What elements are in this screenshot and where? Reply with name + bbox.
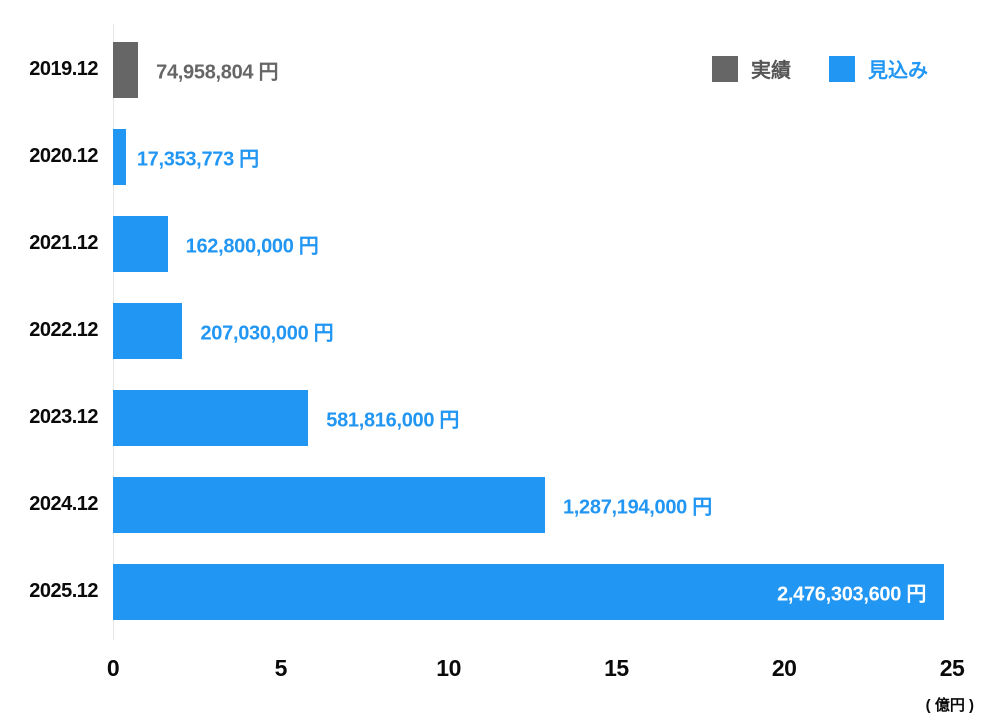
bar-actual <box>113 41 139 98</box>
bar-forecast <box>113 389 309 446</box>
value-label: 207,030,000 円 <box>200 322 334 344</box>
legend-swatch-actual <box>712 55 738 82</box>
year-label: 2020.12 <box>29 145 98 167</box>
chart-row: 2021.12 162,800,000 円 <box>0 200 952 287</box>
bar-forecast <box>113 128 126 185</box>
chart-row: 2020.12 17,353,773 円 <box>0 113 952 200</box>
bar-forecast <box>113 302 183 359</box>
bar-forecast <box>113 215 168 272</box>
bar-rows: 2019.12 74,958,804 円 2020.12 17,353,773 円 20… <box>0 26 952 635</box>
x-tick-label: 25 <box>939 655 965 681</box>
x-axis: 0 5 10 15 20 25 <box>107 655 965 687</box>
year-label: 2021.12 <box>29 232 98 254</box>
x-tick-label: 10 <box>436 655 461 681</box>
chart-row: 2025.12 2,476,303,600 円 <box>0 548 952 635</box>
year-label: 2023.12 <box>29 406 98 428</box>
year-label: 2019.12 <box>29 58 98 80</box>
value-label: 162,800,000 円 <box>185 235 319 257</box>
year-label: 2025.12 <box>29 580 98 602</box>
x-tick-label: 20 <box>771 655 797 681</box>
legend-label-actual: 実績 <box>751 60 791 82</box>
value-label: 1,287,194,000 円 <box>562 496 712 518</box>
value-label: 17,353,773 円 <box>136 148 259 170</box>
chart-legend: 実績 見込み <box>712 54 928 83</box>
bar-track: 2,476,303,600 円 <box>113 548 952 635</box>
x-tick-label: 0 <box>106 655 120 681</box>
chart-row: 2024.12 1,287,194,000 円 <box>0 461 952 548</box>
x-tick-label: 15 <box>604 655 629 681</box>
year-label: 2024.12 <box>29 493 98 515</box>
chart-row: 2023.12 581,816,000 円 <box>0 374 952 461</box>
bar-track: 1,287,194,000 円 <box>113 461 952 548</box>
bar-forecast <box>113 476 545 533</box>
bar-track: 162,800,000 円 <box>113 200 952 287</box>
value-label: 74,958,804 円 <box>156 61 279 83</box>
chart-row: 2019.12 74,958,804 円 <box>0 26 952 113</box>
value-label: 2,476,303,600 円 <box>777 583 927 605</box>
value-label: 581,816,000 円 <box>326 409 460 431</box>
year-label: 2022.12 <box>29 319 98 341</box>
bar-forecast <box>113 563 945 620</box>
chart-row: 2022.12 207,030,000 円 <box>0 287 952 374</box>
bar-track: 17,353,773 円 <box>113 113 952 200</box>
bar-track: 74,958,804 円 <box>113 26 952 113</box>
bar-track: 207,030,000 円 <box>113 287 952 374</box>
bar-track: 581,816,000 円 <box>113 374 952 461</box>
legend-label-forecast: 見込み <box>868 60 928 82</box>
x-axis-unit-label: ( 億円 ) <box>925 697 974 714</box>
legend-swatch-forecast <box>829 55 855 82</box>
x-tick-label: 5 <box>274 655 288 681</box>
